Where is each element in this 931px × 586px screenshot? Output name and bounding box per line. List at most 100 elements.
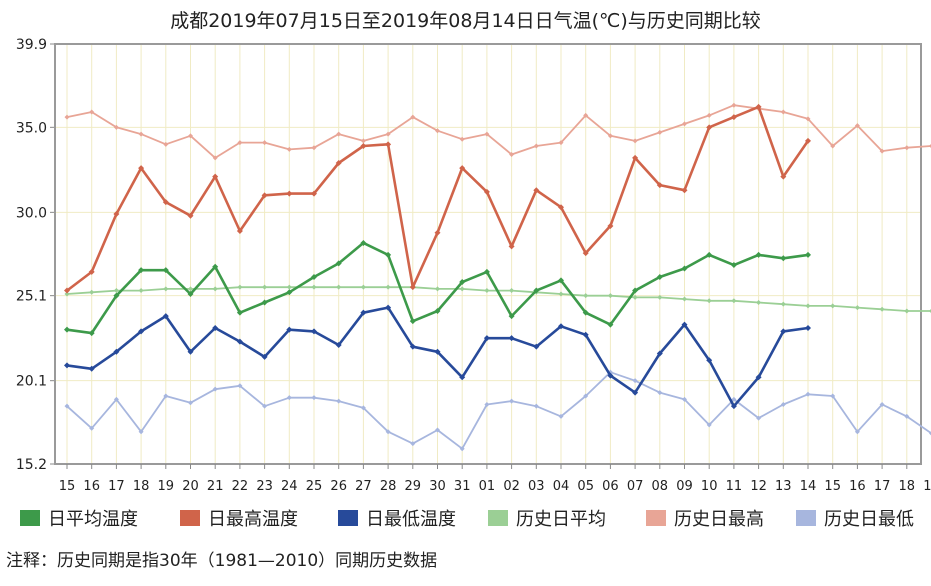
data-point <box>681 187 688 194</box>
legend-item[interactable]: 历史日最低 <box>796 504 914 532</box>
data-point <box>706 124 713 131</box>
data-point <box>138 131 144 137</box>
data-point <box>607 133 613 139</box>
data-point <box>509 152 515 158</box>
data-point <box>558 413 564 419</box>
data-point <box>113 348 120 355</box>
data-point <box>706 112 712 118</box>
data-point <box>805 116 811 122</box>
footnote: 注释：历史同期是指30年（1981—2010）同期历史数据 <box>6 551 438 571</box>
data-point <box>385 131 391 137</box>
data-point <box>830 303 836 309</box>
data-point <box>212 173 219 180</box>
data-point <box>632 294 638 300</box>
data-point <box>657 390 663 396</box>
data-point <box>236 309 243 316</box>
data-point <box>236 228 243 235</box>
data-point <box>286 190 293 197</box>
x-tick-label: 09 <box>676 479 693 494</box>
data-point <box>311 328 317 335</box>
data-point <box>533 187 540 194</box>
chart-svg: 39.9 35.0 30.0 25.1 20.1 15.2 15 16 17 18 19 20 21 22… <box>16 37 931 494</box>
data-point <box>336 284 342 290</box>
data-point <box>879 148 885 154</box>
data-point <box>286 326 293 333</box>
x-tick-label: 08 <box>652 479 669 494</box>
data-point <box>508 335 515 342</box>
data-point <box>286 289 293 296</box>
data-point <box>459 279 466 286</box>
data-point <box>558 204 564 211</box>
data-point <box>484 401 490 407</box>
data-point <box>360 309 367 316</box>
data-point <box>64 287 70 294</box>
data-point <box>830 143 836 149</box>
y-tick-label: 35.0 <box>16 120 47 136</box>
data-point <box>138 267 145 274</box>
data-point <box>533 143 539 149</box>
data-point <box>262 140 268 146</box>
data-point <box>64 114 70 120</box>
data-point <box>656 350 663 357</box>
data-point <box>163 393 169 399</box>
data-point <box>730 403 737 410</box>
data-point <box>360 284 366 290</box>
data-point <box>138 288 144 294</box>
data-point <box>706 422 712 428</box>
data-point <box>113 288 119 294</box>
x-tick-label: 14 <box>800 479 817 494</box>
legend-item[interactable]: 日最低温度 <box>338 504 456 532</box>
data-point <box>805 303 811 309</box>
data-point <box>607 222 614 229</box>
data-point <box>188 133 193 139</box>
data-point <box>435 286 440 292</box>
data-point <box>113 124 119 130</box>
legend-label: 历史日平均 <box>516 509 606 530</box>
data-point <box>879 306 885 312</box>
data-point <box>558 277 564 284</box>
data-point <box>187 212 194 219</box>
data-point <box>731 396 737 402</box>
legend-swatch <box>180 510 200 526</box>
data-point <box>360 143 367 150</box>
legend-item[interactable]: 日最高温度 <box>180 504 298 532</box>
x-tick-label: 30 <box>429 479 446 494</box>
data-point <box>731 102 737 108</box>
data-point <box>706 357 713 364</box>
legend-item[interactable]: 历史日平均 <box>488 504 606 532</box>
data-point <box>582 250 589 257</box>
data-point <box>607 293 613 299</box>
data-point <box>187 290 194 297</box>
x-tick-label: 05 <box>577 479 594 494</box>
x-tick-label: 22 <box>232 479 249 494</box>
data-point <box>162 267 169 274</box>
data-point <box>410 441 416 447</box>
data-point <box>508 243 515 250</box>
data-point <box>583 293 589 299</box>
legend-item[interactable]: 日平均温度 <box>20 504 138 532</box>
data-point <box>435 128 440 134</box>
data-point <box>336 131 342 137</box>
data-point <box>459 286 465 292</box>
x-tick-label: 24 <box>281 479 298 494</box>
data-point <box>805 137 811 144</box>
data-point <box>286 284 292 290</box>
data-point <box>656 182 663 189</box>
data-point <box>410 114 416 120</box>
legend-item[interactable]: 历史日最高 <box>646 504 764 532</box>
data-point <box>435 427 440 433</box>
data-point <box>657 294 663 300</box>
data-point <box>212 155 218 161</box>
data-point <box>138 328 145 335</box>
legend-label: 日平均温度 <box>48 509 138 530</box>
x-tick-label: 16 <box>849 479 866 494</box>
data-point <box>212 324 219 331</box>
x-tick-label: 17 <box>108 479 125 494</box>
data-point <box>830 393 836 399</box>
data-point <box>262 403 268 409</box>
data-point <box>162 199 169 206</box>
x-tick-label: 07 <box>627 479 644 494</box>
data-point <box>64 326 70 333</box>
data-point <box>409 343 416 350</box>
data-point <box>335 160 342 167</box>
